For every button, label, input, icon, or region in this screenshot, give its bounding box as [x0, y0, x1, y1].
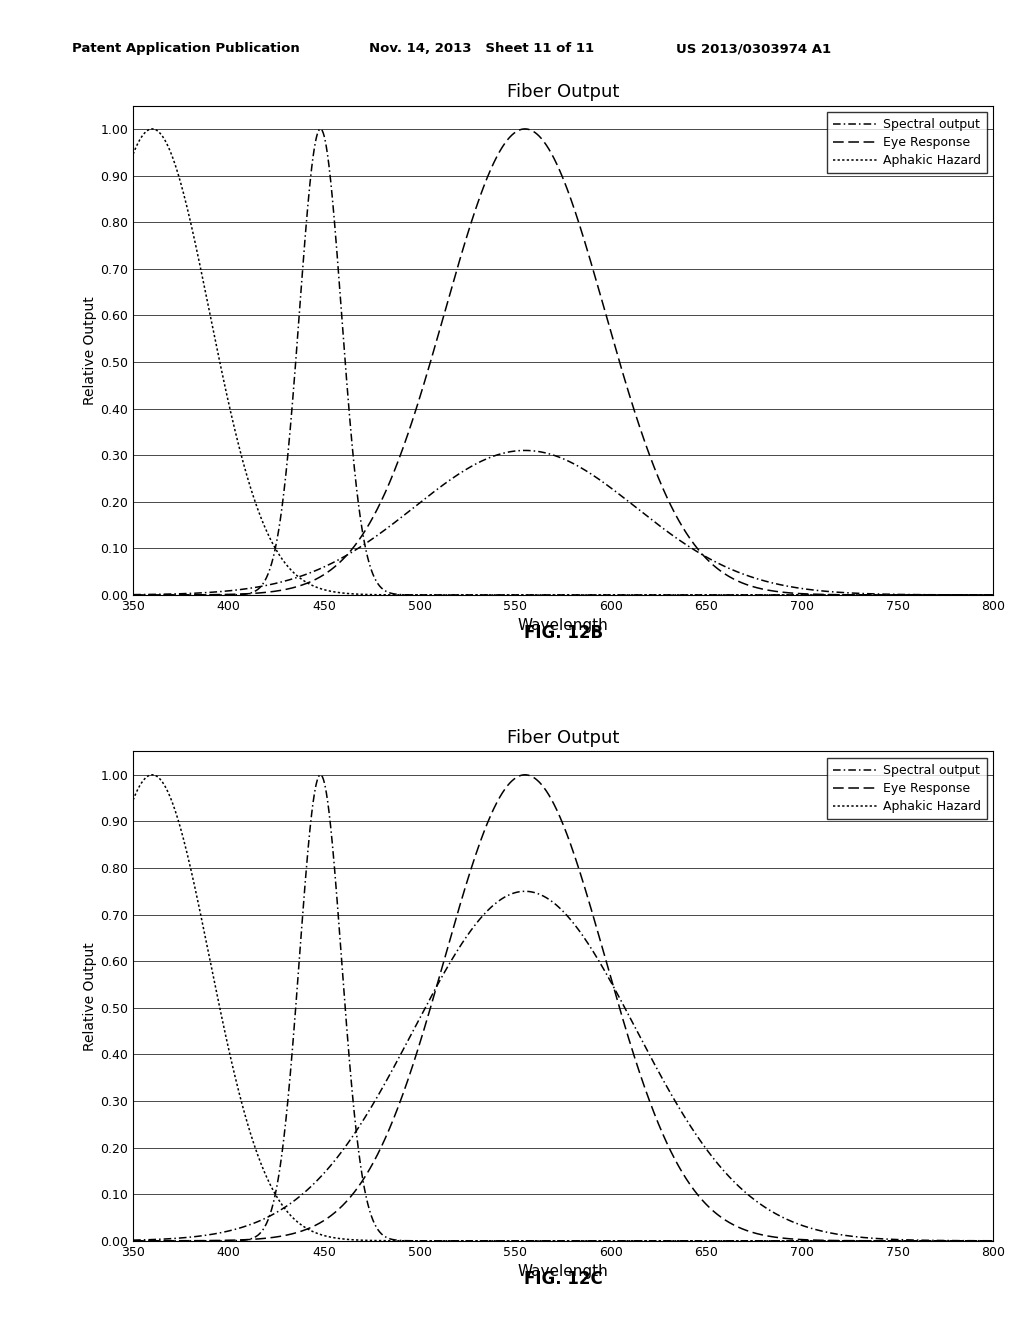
Line: Spectral output: Spectral output: [133, 775, 993, 1241]
Aphakic Hazard: [805, 1233, 817, 1249]
Line: Eye Response: Eye Response: [133, 129, 993, 595]
Spectral output: [314, 767, 327, 783]
Aphakic Hazard: [546, 587, 558, 603]
Spectral output: [987, 1233, 999, 1249]
Aphakic Hazard: [127, 792, 139, 808]
Spectral output: [546, 587, 558, 603]
Spectral output: [987, 587, 999, 603]
Eye Response: [987, 587, 999, 603]
Aphakic Hazard: [963, 1233, 975, 1249]
Aphakic Hazard: [145, 767, 158, 783]
Spectral output: [963, 1233, 975, 1249]
Y-axis label: Relative Output: Relative Output: [84, 296, 97, 405]
Aphakic Hazard: [523, 587, 536, 603]
Spectral output: [963, 1233, 975, 1249]
Eye Response: [963, 587, 975, 603]
Line: Aphakic Hazard: Aphakic Hazard: [133, 775, 993, 1241]
Spectral output: [171, 587, 183, 603]
Aphakic Hazard: [987, 1233, 999, 1249]
Aphakic Hazard: [523, 1233, 536, 1249]
Aphakic Hazard: [963, 587, 975, 603]
Eye Response: [523, 767, 536, 783]
Spectral output: [523, 1233, 536, 1249]
X-axis label: Wavelength: Wavelength: [518, 618, 608, 634]
Eye Response: [963, 1233, 975, 1249]
Spectral output: [127, 587, 139, 603]
Spectral output: [171, 1233, 183, 1249]
Text: Nov. 14, 2013   Sheet 11 of 11: Nov. 14, 2013 Sheet 11 of 11: [369, 42, 594, 55]
Eye Response: [987, 1233, 999, 1249]
Text: FIG. 12B: FIG. 12B: [523, 624, 603, 642]
Spectral output: [546, 1233, 558, 1249]
Spectral output: [314, 121, 327, 137]
Aphakic Hazard: [987, 587, 999, 603]
Spectral output: [805, 1233, 817, 1249]
Eye Response: [546, 147, 558, 162]
Spectral output: [963, 587, 975, 603]
Text: US 2013/0303974 A1: US 2013/0303974 A1: [676, 42, 830, 55]
Eye Response: [519, 767, 531, 783]
Aphakic Hazard: [963, 587, 975, 603]
Spectral output: [805, 587, 817, 603]
Aphakic Hazard: [145, 121, 158, 137]
Aphakic Hazard: [963, 1233, 975, 1249]
Eye Response: [127, 587, 139, 603]
Spectral output: [523, 587, 536, 603]
Text: Patent Application Publication: Patent Application Publication: [72, 42, 299, 55]
Legend: Spectral output, Eye Response, Aphakic Hazard: Spectral output, Eye Response, Aphakic H…: [826, 758, 987, 820]
Legend: Spectral output, Eye Response, Aphakic Hazard: Spectral output, Eye Response, Aphakic H…: [826, 112, 987, 173]
Line: Eye Response: Eye Response: [133, 775, 993, 1241]
Title: Fiber Output: Fiber Output: [507, 83, 620, 102]
Eye Response: [963, 1233, 975, 1249]
Aphakic Hazard: [127, 147, 139, 162]
Aphakic Hazard: [546, 1233, 558, 1249]
Aphakic Hazard: [171, 164, 183, 180]
X-axis label: Wavelength: Wavelength: [518, 1265, 608, 1279]
Title: Fiber Output: Fiber Output: [507, 729, 620, 747]
Eye Response: [171, 587, 183, 603]
Aphakic Hazard: [171, 809, 183, 825]
Eye Response: [805, 1232, 817, 1247]
Eye Response: [171, 1233, 183, 1249]
Eye Response: [127, 1233, 139, 1249]
Eye Response: [546, 792, 558, 808]
Aphakic Hazard: [805, 587, 817, 603]
Spectral output: [963, 587, 975, 603]
Spectral output: [127, 1233, 139, 1249]
Eye Response: [805, 586, 817, 602]
Line: Spectral output: Spectral output: [133, 129, 993, 595]
Eye Response: [519, 121, 531, 137]
Eye Response: [523, 121, 536, 137]
Y-axis label: Relative Output: Relative Output: [84, 941, 97, 1051]
Line: Aphakic Hazard: Aphakic Hazard: [133, 129, 993, 595]
Text: FIG. 12C: FIG. 12C: [524, 1270, 602, 1288]
Eye Response: [963, 587, 975, 603]
